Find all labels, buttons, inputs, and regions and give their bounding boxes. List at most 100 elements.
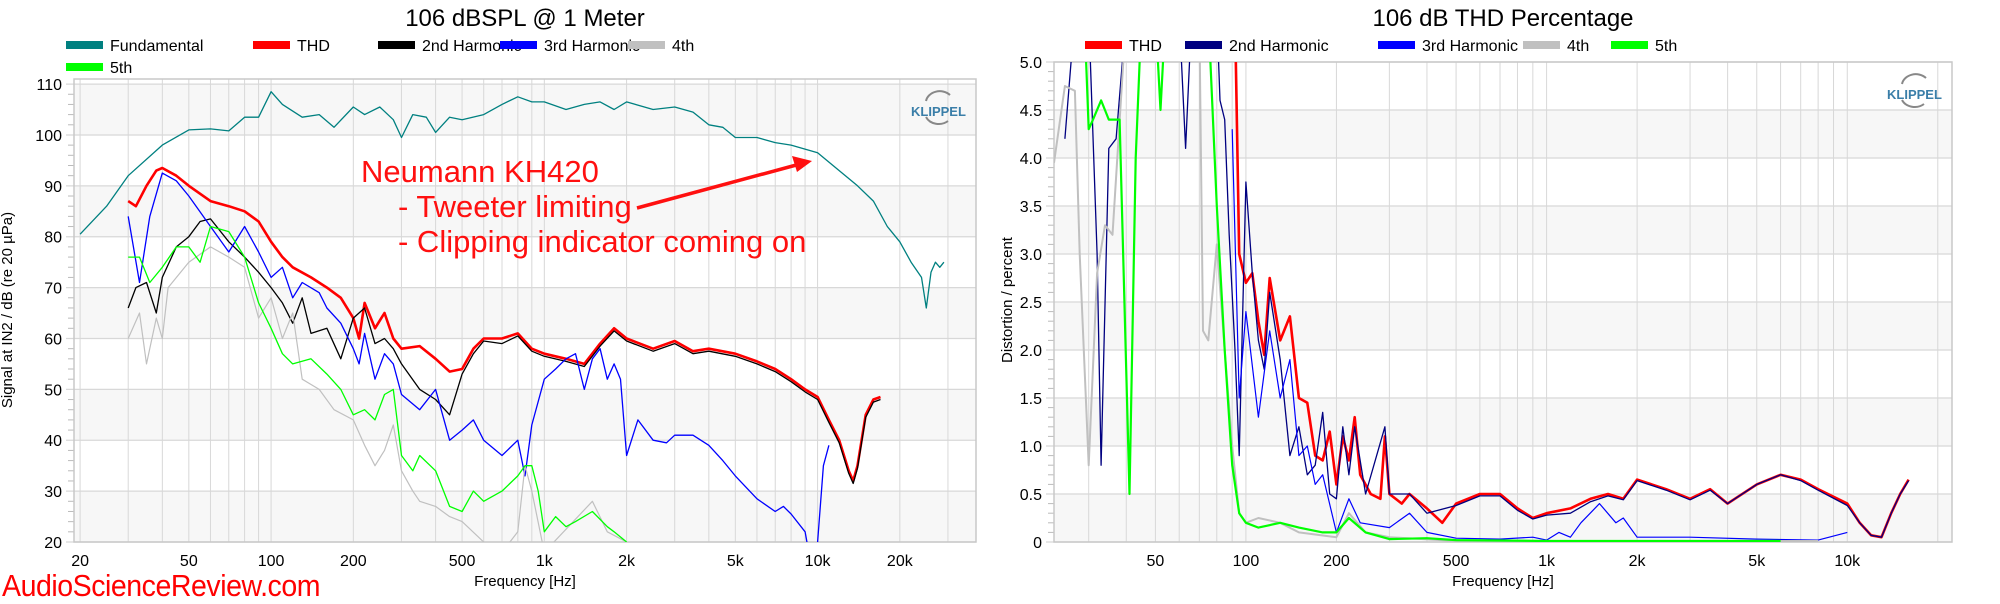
- arrow-head-icon: [792, 156, 812, 172]
- klippel-logo: KLIPPEL: [1887, 73, 1942, 108]
- y-tick-label: 60: [44, 331, 62, 348]
- series-line-thd: [127, 166, 881, 483]
- legend-swatch: [1085, 41, 1122, 49]
- legend-label: THD: [297, 38, 330, 55]
- y-tick-label: 80: [44, 230, 62, 247]
- series-line-5th: [1085, 62, 1781, 542]
- annotation-line: - Clipping indicator coming on: [398, 224, 806, 259]
- y-tick-label: 1.5: [1020, 391, 1042, 408]
- y-axis-label: Distortion / percent: [999, 236, 1016, 363]
- grid-band: [1054, 110, 1952, 158]
- x-tick-label: 5k: [727, 553, 745, 570]
- grid-band: [1054, 206, 1952, 254]
- legend-label: 4th: [672, 38, 694, 55]
- plot-frame: [73, 78, 977, 543]
- chart-title: 106 dB THD Percentage: [1372, 5, 1633, 32]
- x-axis-label: Frequency [Hz]: [1452, 573, 1554, 590]
- legend-label: 2nd Harmonic: [422, 38, 522, 55]
- annotation-line: - Tweeter limiting: [398, 189, 632, 224]
- legend-swatch: [1611, 41, 1648, 49]
- x-tick-label: 500: [1443, 553, 1470, 570]
- legend-label: 3rd Harmonic: [544, 38, 640, 55]
- y-tick-label: 2.0: [1020, 343, 1042, 360]
- y-tick-label: 4.5: [1020, 103, 1042, 120]
- legend-label: 2nd Harmonic: [1229, 38, 1329, 55]
- legend-swatch: [1523, 41, 1560, 49]
- legend-swatch: [253, 41, 290, 49]
- y-tick-label: 4.0: [1020, 151, 1042, 168]
- grid-band: [1054, 302, 1952, 350]
- legend-label: THD: [1129, 38, 1162, 55]
- legend-label: Fundamental: [110, 38, 203, 55]
- x-tick-label: 50: [180, 553, 198, 570]
- y-tick-label: 20: [44, 535, 62, 552]
- legend-label: 3rd Harmonic: [1422, 38, 1518, 55]
- grid-band: [74, 491, 976, 542]
- x-tick-label: 10k: [1834, 553, 1861, 570]
- x-tick-label: 200: [1323, 553, 1350, 570]
- x-tick-label: 500: [449, 553, 476, 570]
- legend-label: 5th: [1655, 38, 1677, 55]
- series-line-fundamental: [79, 91, 945, 309]
- y-tick-label: 1.0: [1020, 439, 1042, 456]
- x-tick-label: 20k: [887, 553, 914, 570]
- legend-swatch: [628, 41, 665, 49]
- logo-text: KLIPPEL: [911, 104, 966, 119]
- annotation: Neumann KH420 - Tweeter limiting - Clipp…: [361, 154, 812, 259]
- y-tick-label: 0.5: [1020, 487, 1042, 504]
- x-tick-label: 20: [71, 553, 89, 570]
- legend-swatch: [1378, 41, 1415, 49]
- legend-label: 4th: [1567, 38, 1589, 55]
- y-tick-label: 30: [44, 484, 62, 501]
- series-line-3rd-harmonic: [1231, 129, 1848, 541]
- logo-arc: [1901, 73, 1927, 108]
- x-tick-label: 200: [340, 553, 367, 570]
- y-tick-label: 3.5: [1020, 199, 1042, 216]
- series-line-4th: [1054, 62, 1819, 542]
- x-tick-label: 50: [1147, 553, 1165, 570]
- grid-band: [1054, 398, 1952, 446]
- y-tick-label: 100: [35, 128, 62, 145]
- y-tick-label: 110: [36, 77, 62, 94]
- x-axis-label: Frequency [Hz]: [474, 573, 576, 590]
- x-tick-label: 5k: [1748, 553, 1766, 570]
- x-tick-label: 2k: [618, 553, 636, 570]
- watermark: AudioScienceReview.com: [2, 568, 321, 603]
- y-tick-label: 0: [1033, 535, 1042, 552]
- x-tick-label: 100: [1233, 553, 1260, 570]
- logo-text: KLIPPEL: [1887, 87, 1942, 102]
- grid-band: [1054, 494, 1952, 542]
- y-tick-label: 70: [44, 281, 62, 298]
- y-tick-label: 3.0: [1020, 247, 1042, 264]
- legend-swatch: [1185, 41, 1222, 49]
- legend-swatch: [378, 41, 415, 49]
- series-line-2nd-harmonic: [127, 218, 881, 485]
- legend-swatch: [500, 41, 537, 49]
- x-tick-label: 10k: [805, 553, 832, 570]
- grid-band: [74, 389, 976, 441]
- x-tick-label: 100: [258, 553, 285, 570]
- series-group: [79, 91, 945, 542]
- grid-band: [74, 84, 976, 135]
- spl-harmonics-chart: 106 dBSPL @ 1 Meter Frequency [Hz] Signa…: [0, 5, 977, 590]
- legend-swatch: [66, 41, 103, 49]
- y-tick-label: 90: [44, 179, 62, 196]
- series-line-3rd-harmonic: [127, 172, 830, 542]
- x-tick-label: 2k: [1629, 553, 1647, 570]
- thd-percentage-chart: 106 dB THD Percentage Frequency [Hz] Dis…: [999, 5, 1953, 590]
- y-tick-label: 40: [44, 433, 62, 450]
- y-tick-label: 2.5: [1020, 295, 1042, 312]
- x-tick-label: 1k: [536, 553, 554, 570]
- chart-title: 106 dBSPL @ 1 Meter: [405, 5, 645, 32]
- grid-band: [74, 287, 976, 339]
- y-tick-label: 5.0: [1020, 55, 1042, 72]
- legend-swatch: [66, 63, 103, 71]
- logo-arc: [925, 90, 951, 125]
- series-line-4th: [127, 246, 627, 542]
- series-line-5th: [128, 225, 628, 542]
- y-axis-label: Signal at IN2 / dB (re 20 µPa): [0, 212, 16, 408]
- grid-band: [74, 185, 976, 237]
- x-tick-label: 1k: [1538, 553, 1556, 570]
- annotation-line: Neumann KH420: [361, 154, 599, 189]
